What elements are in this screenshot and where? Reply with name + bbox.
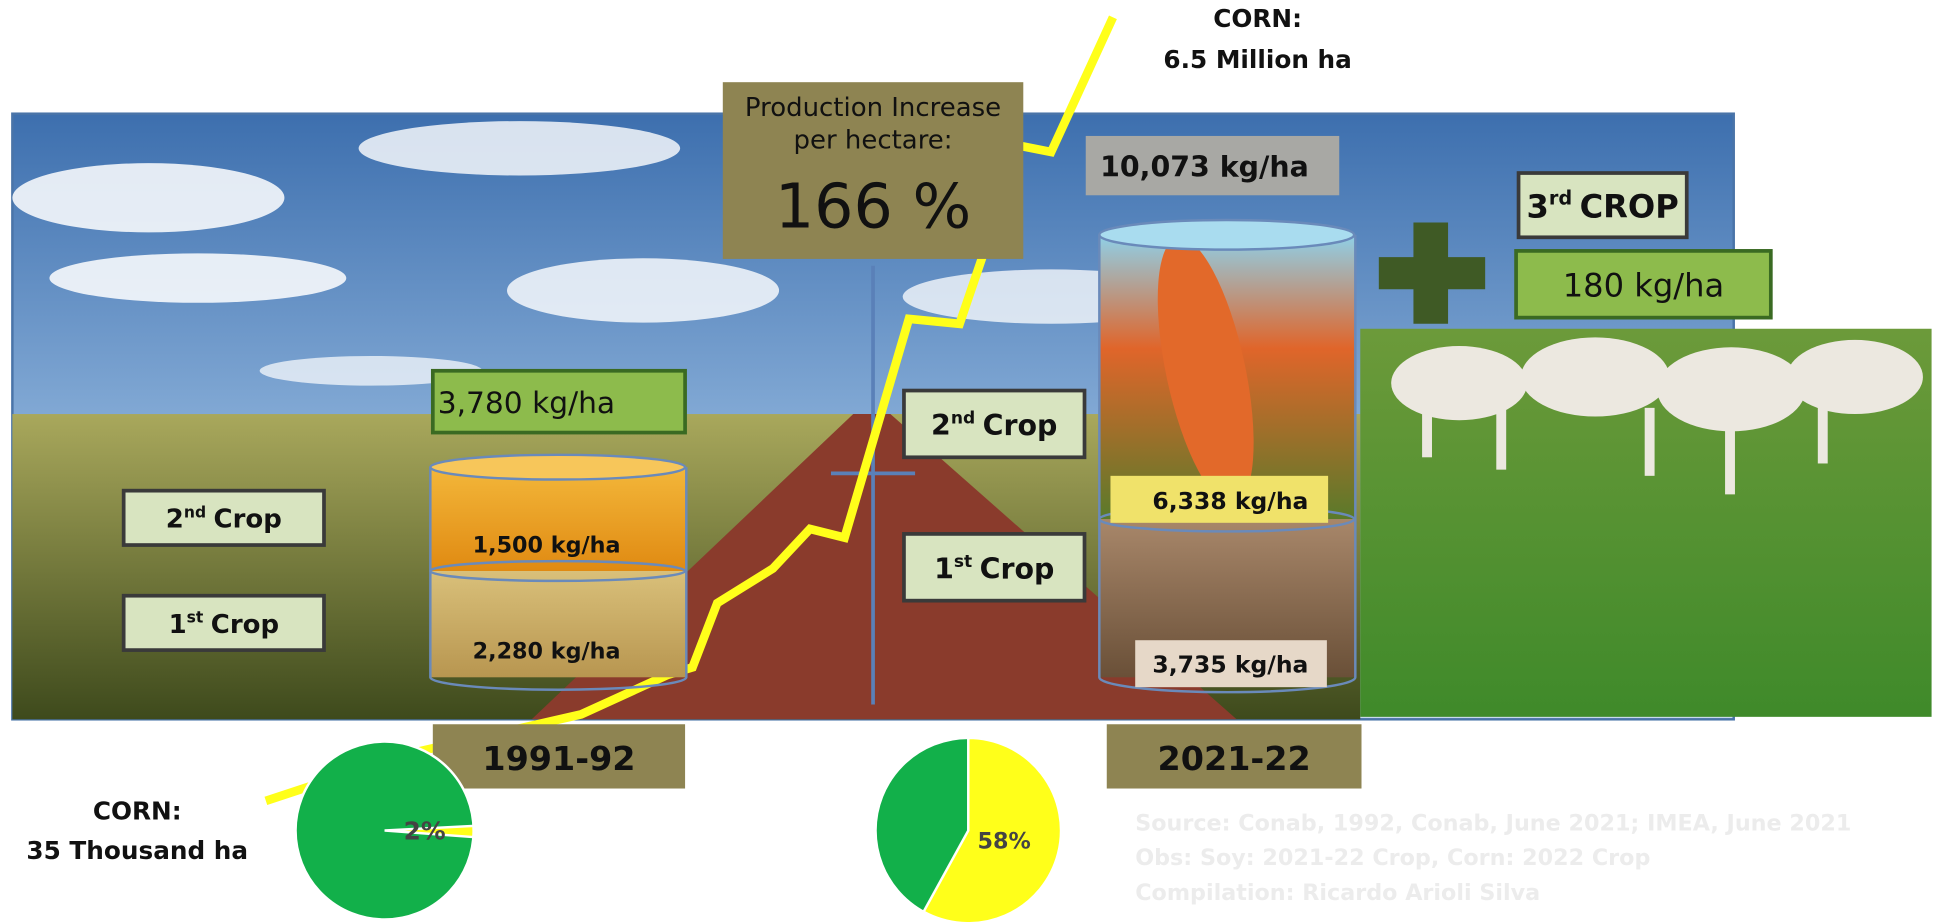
crop-word: Crop — [980, 552, 1055, 585]
source-text: Source: Conab, 1992, Conab, June 2021; I… — [1135, 811, 1851, 837]
ordinal-number: 1 — [169, 610, 187, 640]
label: 3,780 kg/ha — [438, 385, 615, 420]
label: Production Increase — [745, 93, 1001, 123]
label-box — [1516, 171, 1689, 240]
label-box — [1085, 135, 1340, 196]
label: per hectare: — [794, 125, 953, 155]
label-box — [1106, 724, 1362, 789]
cylinder-2021 — [1098, 218, 1357, 694]
label-box — [121, 488, 326, 547]
label: CORN: — [1213, 4, 1302, 33]
crop-word: Crop — [214, 505, 282, 535]
crop-word: Crop — [211, 610, 279, 640]
ordinal-number: 3 — [1526, 188, 1548, 226]
label-box — [1135, 640, 1327, 688]
crop-label: 1st Crop — [934, 552, 1054, 585]
label: 1991-92 — [482, 739, 635, 778]
label-box — [121, 593, 326, 652]
crop-word: Crop — [983, 409, 1058, 442]
source-text: Compilation: Ricardo Arioli Silva — [1135, 880, 1540, 906]
label-box — [722, 82, 1024, 259]
label: 166 % — [775, 170, 971, 242]
label-box — [902, 532, 1087, 603]
crop-word: CROP — [1580, 188, 1679, 226]
ordinal-number: 1 — [934, 552, 954, 585]
ordinal-number: 2 — [931, 409, 951, 442]
pie-label: 58% — [978, 828, 1031, 854]
label-box — [1110, 475, 1329, 523]
ordinal-suffix: nd — [951, 409, 975, 429]
label: 10,073 kg/ha — [1100, 151, 1309, 184]
pie-slice — [921, 736, 1063, 922]
pie-label: 2% — [404, 817, 446, 846]
label-box — [432, 724, 686, 789]
pie-slice — [384, 824, 475, 839]
ordinal-suffix: nd — [184, 503, 206, 521]
ordinal-suffix: rd — [1549, 187, 1572, 210]
label-box — [1514, 249, 1773, 320]
ordinal-suffix: st — [954, 552, 972, 572]
label: 6,338 kg/ha — [1152, 487, 1308, 515]
ordinal-suffix: st — [187, 608, 204, 626]
crop-label: 3rd CROP — [1526, 187, 1678, 226]
ordinal-number: 2 — [166, 505, 184, 535]
label: 1,500 kg/ha — [473, 532, 621, 558]
label: 35 Thousand ha — [26, 836, 248, 865]
label: 180 kg/ha — [1563, 267, 1724, 305]
crop-label: 2nd Crop — [166, 503, 282, 534]
source-text: Obs: Soy: 2021-22 Crop, Corn: 2022 Crop — [1135, 845, 1650, 871]
plus-icon — [1378, 222, 1486, 324]
label: CORN: — [93, 796, 182, 825]
crop-label: 2nd Crop — [931, 409, 1057, 442]
label: 2,280 kg/ha — [473, 639, 621, 665]
label-box — [430, 368, 687, 435]
label: 3,735 kg/ha — [1152, 650, 1308, 678]
crop-label: 1st Crop — [169, 608, 279, 639]
label: 2021-22 — [1158, 739, 1311, 778]
label: 6.5 Million ha — [1163, 45, 1351, 74]
label-box — [902, 388, 1087, 460]
cylinder-1991 — [429, 453, 688, 691]
